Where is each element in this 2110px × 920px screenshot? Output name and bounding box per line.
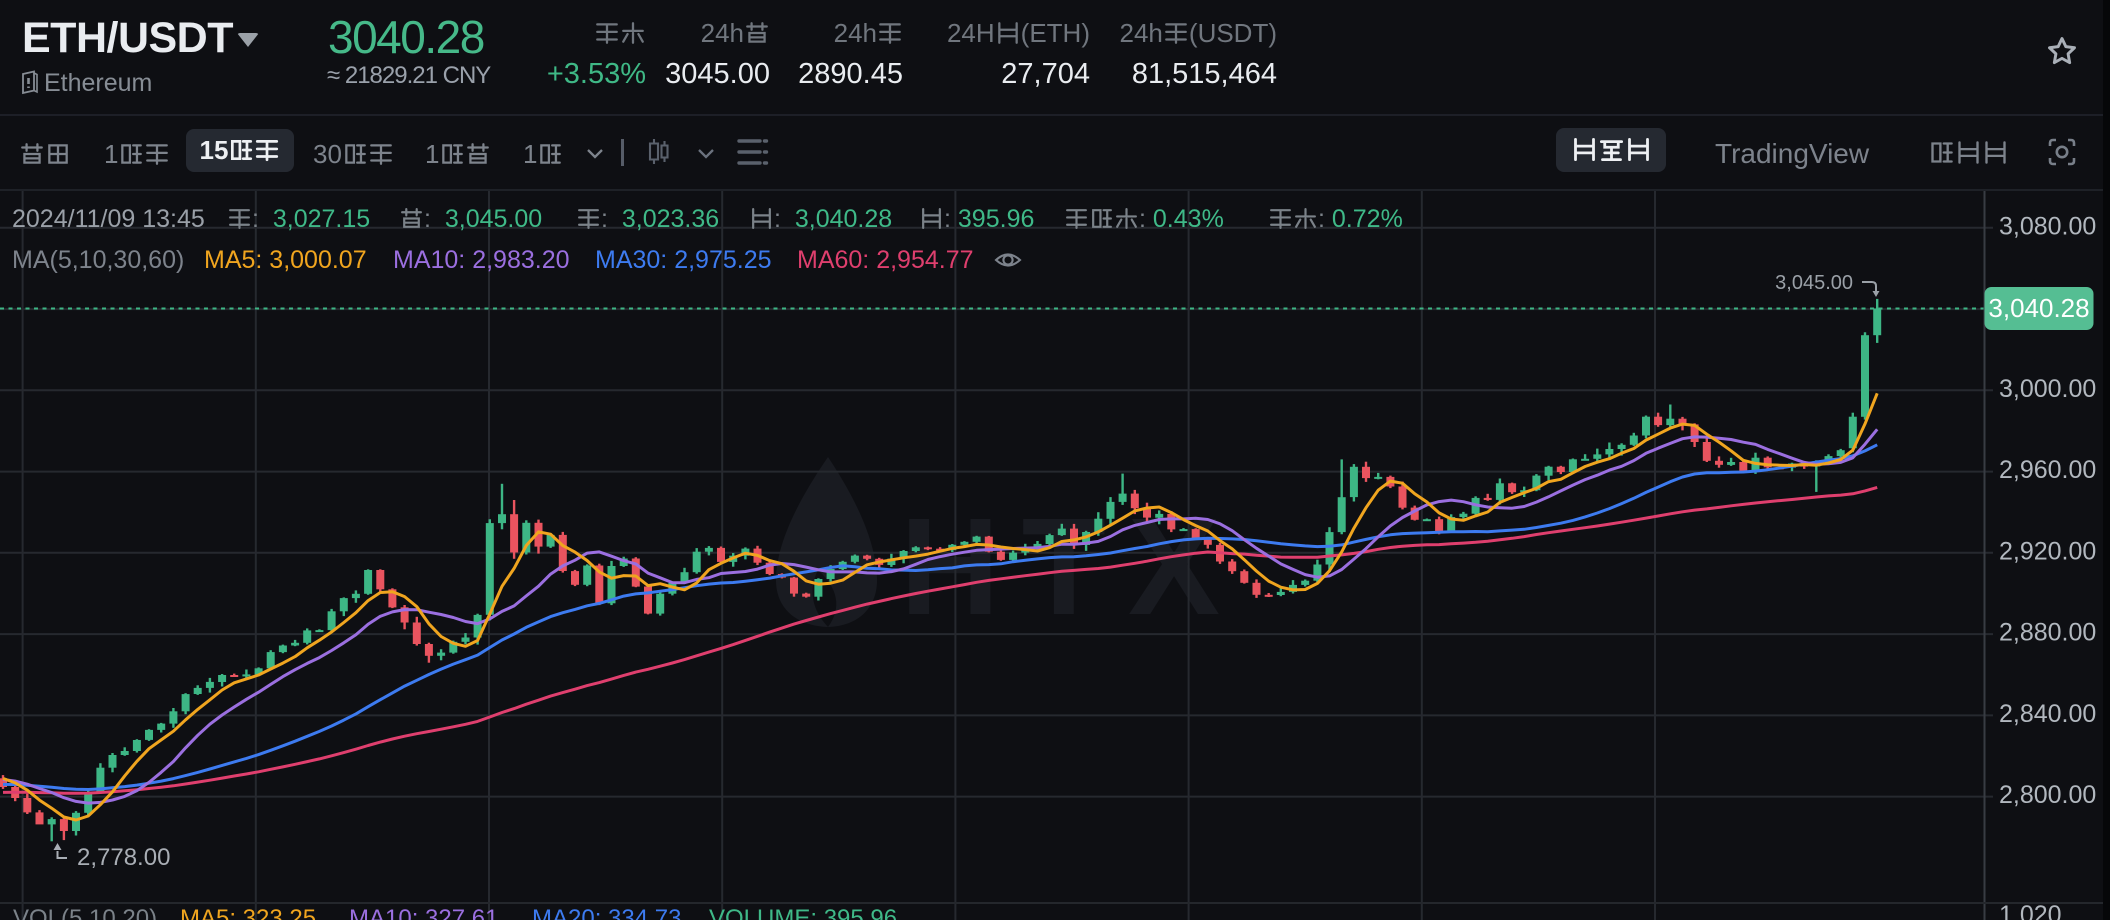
svg-text:2,800.00: 2,800.00 <box>1999 781 2096 809</box>
svg-text:3,080.00: 3,080.00 <box>1999 212 2096 240</box>
svg-text:2,778.00: 2,778.00 <box>77 844 170 871</box>
svg-text:2,840.00: 2,840.00 <box>1999 700 2096 728</box>
svg-text:2,960.00: 2,960.00 <box>1999 456 2096 484</box>
svg-text:3,045.00: 3,045.00 <box>1775 272 1853 294</box>
svg-text:2,880.00: 2,880.00 <box>1999 619 2096 647</box>
svg-text:2,920.00: 2,920.00 <box>1999 537 2096 565</box>
svg-text:3,040.28: 3,040.28 <box>1988 293 2089 323</box>
svg-text:1,020: 1,020 <box>1999 901 2062 920</box>
svg-text:3,000.00: 3,000.00 <box>1999 375 2096 403</box>
